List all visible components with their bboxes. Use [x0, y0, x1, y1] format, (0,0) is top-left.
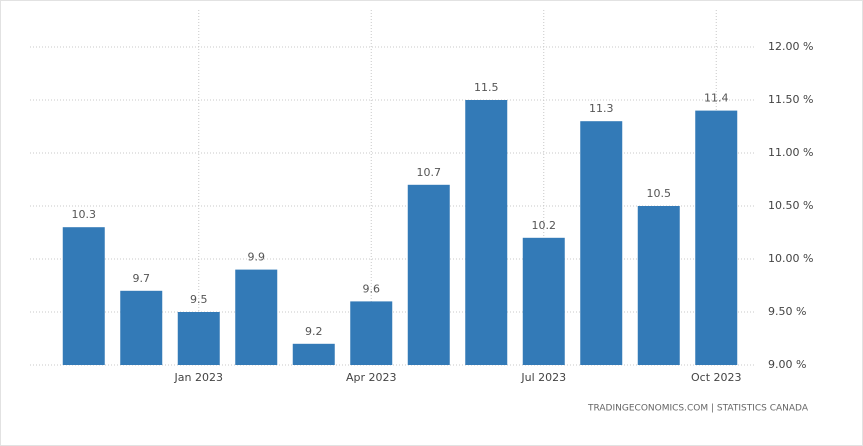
value-label: 9.7: [133, 272, 151, 285]
y-tick-label: 11.50 %: [768, 93, 813, 106]
value-label: 9.2: [305, 325, 323, 338]
bar: [235, 269, 278, 365]
source: TRADINGECONOMICS.COM | STATISTICS CANADA: [587, 404, 809, 414]
y-tick-label: 10.00 %: [768, 252, 813, 265]
bar: [177, 312, 220, 365]
value-label: 10.2: [532, 219, 557, 232]
bar: [637, 206, 680, 365]
y-tick-label: 11.00 %: [768, 146, 813, 159]
bar: [407, 184, 450, 365]
value-label: 11.3: [589, 102, 614, 115]
value-label: 10.7: [417, 166, 442, 179]
y-tick-label: 9.00 %: [768, 358, 806, 371]
bar: [465, 100, 508, 365]
bar: [292, 343, 335, 365]
value-label: 11.4: [704, 92, 729, 105]
y-tick-label: 12.00 %: [768, 40, 813, 53]
value-label: 9.9: [248, 251, 266, 264]
bar: [522, 237, 565, 365]
value-label: 9.6: [363, 282, 381, 295]
value-label: 10.5: [647, 187, 672, 200]
value-label: 10.3: [72, 208, 97, 221]
value-label: 9.5: [190, 293, 208, 306]
x-tick-label: Jan 2023: [174, 371, 223, 384]
y-tick-label: 10.50 %: [768, 199, 813, 212]
x-tick-label: Apr 2023: [346, 371, 397, 384]
x-tick-label: Oct 2023: [691, 371, 742, 384]
bar: [695, 110, 738, 365]
bar: [350, 301, 393, 365]
y-tick-label: 9.50 %: [768, 305, 806, 318]
x-tick-label: Jul 2023: [520, 371, 566, 384]
bar: [580, 121, 623, 365]
bar: [62, 227, 105, 365]
bar: [120, 290, 163, 365]
value-label: 11.5: [474, 81, 499, 94]
